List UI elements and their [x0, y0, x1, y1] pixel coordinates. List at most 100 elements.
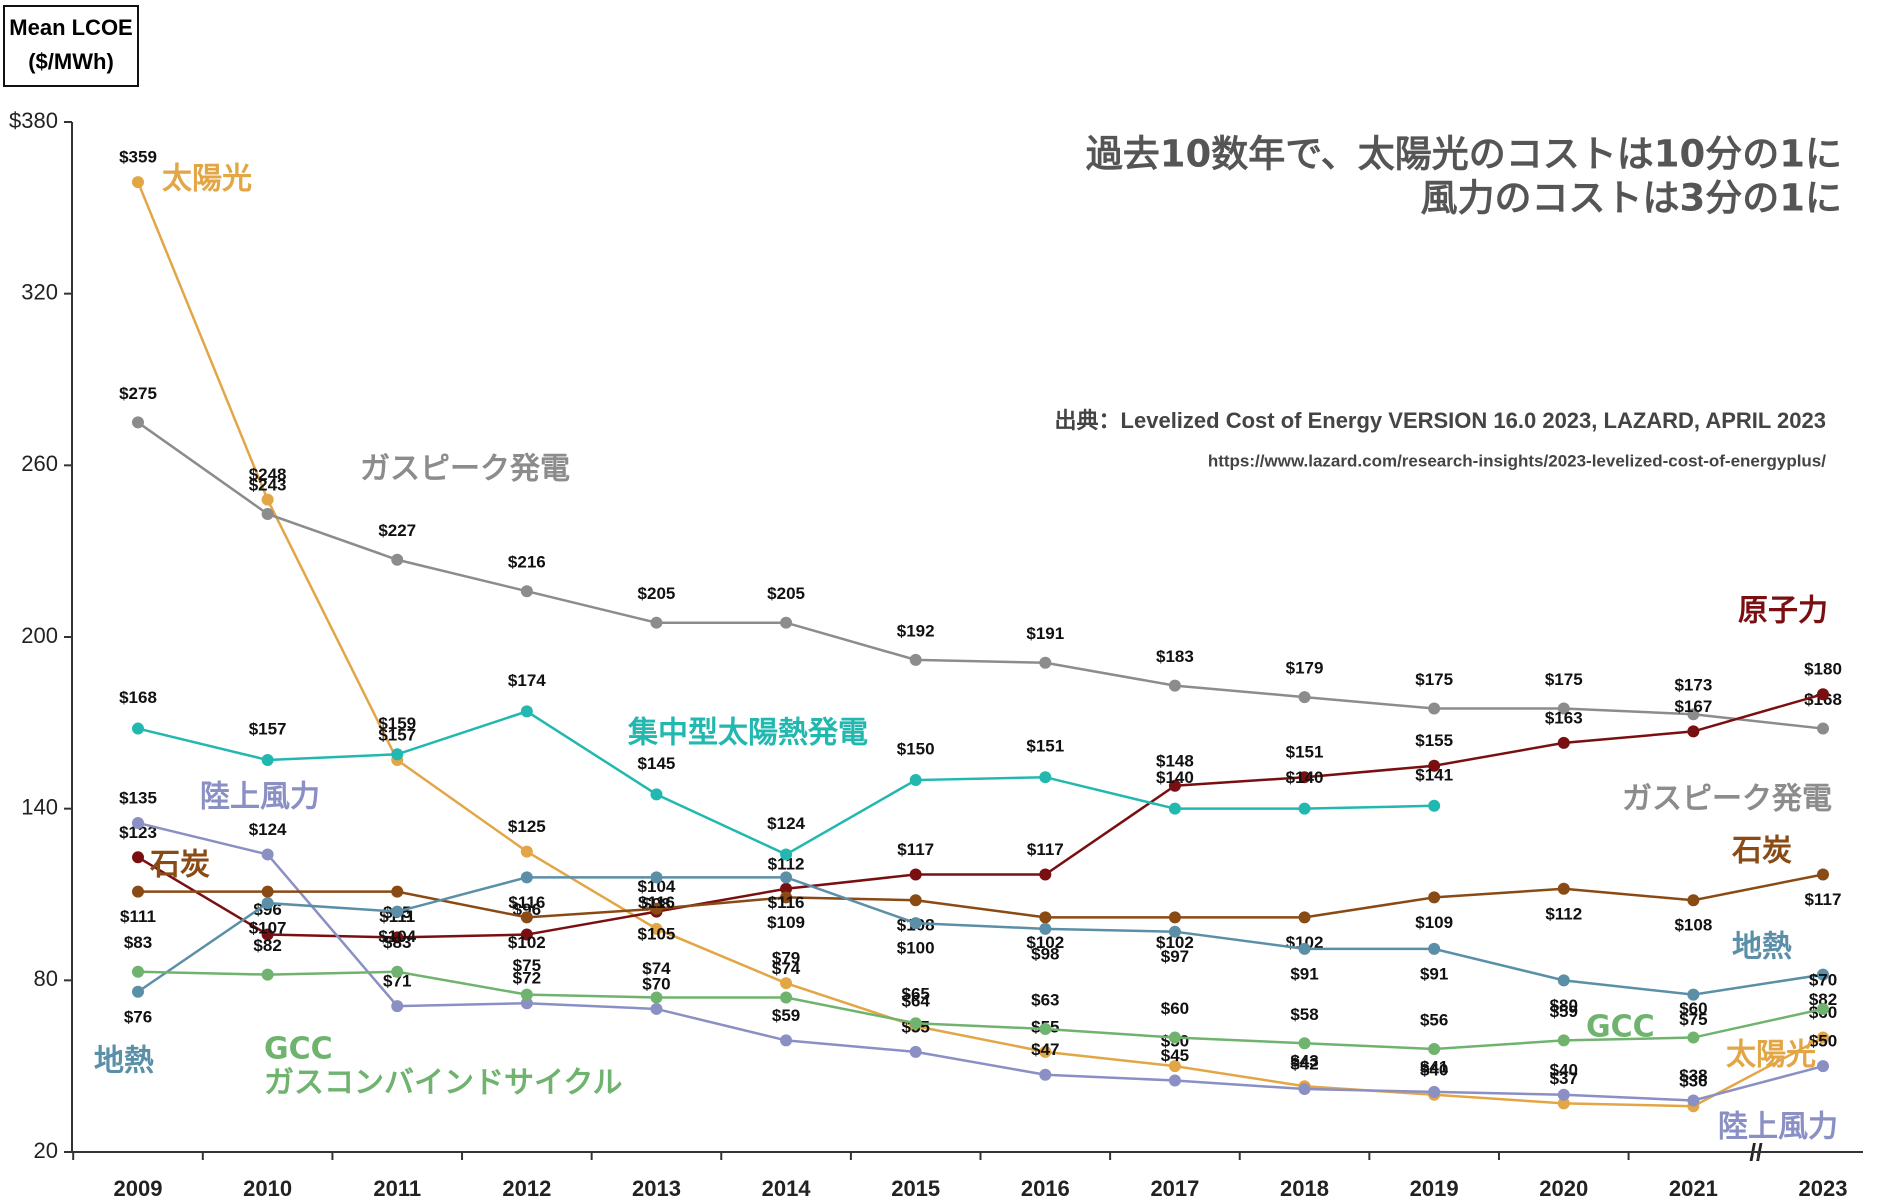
series-name: 地熱 [1732, 930, 1792, 965]
data-point [520, 585, 533, 598]
data-label: $175 [1415, 670, 1453, 689]
data-label: $227 [378, 521, 416, 540]
data-label: $248 [249, 465, 287, 484]
data-label: $117 [897, 840, 934, 859]
x-tick-label: 2015 [891, 1176, 940, 1201]
data-label: $107 [249, 919, 287, 938]
y-tick-label: 260 [21, 451, 58, 476]
data-point [520, 997, 533, 1010]
data-label: $47 [1031, 1040, 1059, 1059]
data-point [1298, 802, 1311, 815]
y-tick-label: 140 [21, 794, 58, 819]
data-label: $56 [1420, 1010, 1448, 1029]
data-label: $43 [1290, 1052, 1318, 1071]
series-line [137, 421, 1824, 730]
data-point [261, 897, 274, 910]
data-label: $42 [1290, 1055, 1318, 1074]
data-label: $75 [513, 956, 541, 975]
data-label: $74 [772, 959, 801, 978]
data-point [909, 774, 922, 787]
data-label: $125 [508, 817, 546, 836]
data-point [780, 891, 793, 904]
data-point [1428, 799, 1441, 812]
series-line [138, 873, 1824, 919]
data-label: $173 [1674, 676, 1712, 695]
data-point [520, 705, 533, 718]
data-point [909, 917, 922, 930]
data-label: $175 [1545, 670, 1583, 689]
data-point [909, 653, 922, 666]
data-label: $38 [1679, 1066, 1707, 1085]
data-label: $112 [768, 854, 805, 873]
data-point [261, 968, 274, 981]
data-point [1298, 1083, 1311, 1096]
data-point [650, 1002, 663, 1015]
data-point [132, 965, 144, 978]
data-label: $112 [1545, 904, 1582, 923]
data-point [261, 754, 274, 767]
data-label: $192 [897, 621, 935, 640]
data-point [1168, 911, 1181, 924]
data-point [1298, 771, 1311, 784]
source-url: https://www.lazard.com/research-insights… [1208, 451, 1826, 470]
data-point [1168, 1031, 1181, 1044]
data-label: $116 [768, 893, 805, 912]
data-label: $159 [378, 714, 416, 733]
data-label: $70 [642, 974, 670, 993]
series-name: 集中型太陽熱発電 [627, 716, 868, 751]
data-label: $82 [1809, 990, 1837, 1009]
series-line [137, 821, 1824, 1102]
data-label: $109 [1415, 913, 1453, 932]
data-point [1817, 1060, 1829, 1073]
data-label: $108 [1674, 916, 1712, 935]
data-label: $205 [767, 584, 805, 603]
data-point [909, 1017, 922, 1030]
data-label: $50 [1809, 1032, 1837, 1051]
series-line [137, 693, 1824, 939]
data-point [261, 928, 274, 941]
data-point [1687, 708, 1700, 721]
data-label: $124 [249, 820, 287, 839]
data-point [650, 788, 663, 801]
data-label: $83 [383, 933, 411, 952]
data-point [780, 616, 793, 629]
data-label: $105 [638, 924, 676, 943]
x-tick-label: 2020 [1539, 1176, 1588, 1201]
data-label: $91 [1290, 964, 1318, 983]
data-label: $163 [1545, 708, 1583, 727]
series-name: 石炭 [1731, 834, 1792, 869]
data-point [261, 848, 274, 861]
data-point [261, 493, 274, 506]
data-point [132, 176, 144, 189]
y-tick-label: 200 [21, 623, 58, 648]
data-label: $45 [1161, 1046, 1189, 1065]
data-point [1039, 1045, 1052, 1058]
y-tick-label: 20 [34, 1138, 58, 1163]
data-label: $140 [1156, 768, 1194, 787]
data-point [650, 991, 663, 1004]
data-point [132, 985, 144, 998]
data-label: $111 [120, 907, 156, 926]
y-tick-label: 80 [34, 966, 58, 991]
data-point [1428, 1085, 1441, 1098]
data-point [261, 507, 274, 520]
x-tick-label: 2019 [1410, 1176, 1459, 1201]
data-point [909, 894, 922, 907]
data-label: $140 [1286, 768, 1324, 787]
data-point [780, 882, 793, 895]
data-point [391, 748, 404, 761]
data-label: $145 [638, 754, 676, 773]
data-point [780, 1034, 793, 1047]
data-label: $157 [378, 726, 416, 745]
data-label: $116 [638, 893, 675, 912]
data-point [1168, 1074, 1181, 1087]
data-point [1557, 736, 1570, 749]
series-name: 陸上風力 [1718, 1110, 1838, 1145]
data-point [780, 848, 793, 861]
y-axis-label: Mean LCOE [9, 15, 132, 40]
data-label: $40 [1420, 1060, 1448, 1079]
data-point [391, 965, 404, 978]
data-point [1557, 702, 1570, 715]
axis-label-box [3, 5, 139, 87]
